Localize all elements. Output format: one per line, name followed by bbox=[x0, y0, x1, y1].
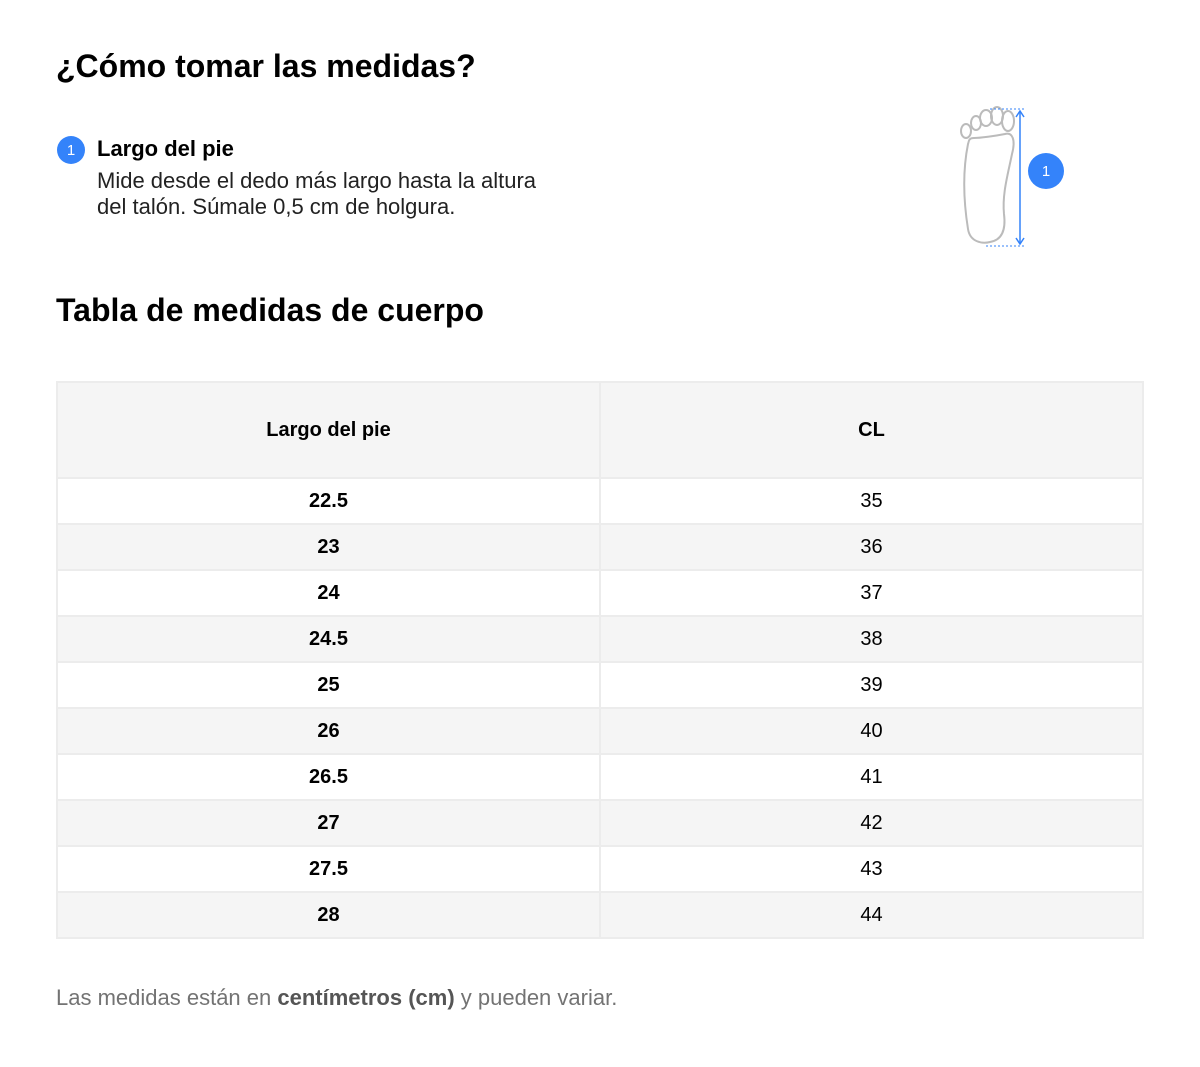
table-row: 24 37 bbox=[56, 569, 1144, 617]
foot-length-cell: 25 bbox=[56, 661, 601, 709]
size-table: Largo del pie CL 22.5 35 23 36 24 37 24.5 38 25 3… bbox=[56, 381, 1144, 939]
table-row: 28 44 bbox=[56, 891, 1144, 939]
size-cell: 40 bbox=[599, 707, 1144, 755]
step-text: Mide desde el dedo más largo hasta la al… bbox=[97, 168, 537, 219]
size-cell: 44 bbox=[599, 891, 1144, 939]
table-title: Tabla de medidas de cuerpo bbox=[56, 292, 484, 328]
foot-length-cell: 26.5 bbox=[56, 753, 601, 801]
table-row: 26.5 41 bbox=[56, 753, 1144, 801]
step-title: Largo del pie bbox=[97, 136, 234, 161]
size-cell: 35 bbox=[599, 477, 1144, 525]
table-body: 22.5 35 23 36 24 37 24.5 38 25 39 26 40 26.5 41 27 42 27… bbox=[56, 477, 1144, 939]
foot-length-cell: 24 bbox=[56, 569, 601, 617]
illustration-badge: 1 bbox=[1028, 153, 1064, 189]
size-cell: 38 bbox=[599, 615, 1144, 663]
foot-length-cell: 27.5 bbox=[56, 845, 601, 893]
foot-length-cell: 28 bbox=[56, 891, 601, 939]
column-header: CL bbox=[599, 381, 1144, 479]
footer-text: Las medidas están en bbox=[56, 985, 278, 1010]
table-row: 25 39 bbox=[56, 661, 1144, 709]
table-row: 24.5 38 bbox=[56, 615, 1144, 663]
table-row: 22.5 35 bbox=[56, 477, 1144, 525]
size-cell: 43 bbox=[599, 845, 1144, 893]
size-cell: 37 bbox=[599, 569, 1144, 617]
header-row: Largo del pie CL bbox=[56, 381, 1144, 479]
table-row: 27.5 43 bbox=[56, 845, 1144, 893]
step-badge: 1 bbox=[57, 136, 85, 164]
table-row: 23 36 bbox=[56, 523, 1144, 571]
foot-length-cell: 24.5 bbox=[56, 615, 601, 663]
size-cell: 42 bbox=[599, 799, 1144, 847]
table-row: 27 42 bbox=[56, 799, 1144, 847]
table-row: 26 40 bbox=[56, 707, 1144, 755]
foot-length-cell: 22.5 bbox=[56, 477, 601, 525]
footer-text: y pueden variar. bbox=[454, 985, 618, 1010]
size-cell: 41 bbox=[599, 753, 1144, 801]
page-title: ¿Cómo tomar las medidas? bbox=[56, 48, 476, 84]
foot-length-cell: 27 bbox=[56, 799, 601, 847]
foot-length-cell: 23 bbox=[56, 523, 601, 571]
size-cell: 39 bbox=[599, 661, 1144, 709]
column-header: Largo del pie bbox=[56, 381, 601, 479]
foot-illustration bbox=[960, 106, 1026, 247]
foot-length-cell: 26 bbox=[56, 707, 601, 755]
footer-bold: centímetros (cm) bbox=[277, 985, 455, 1010]
size-cell: 36 bbox=[599, 523, 1144, 571]
footer-note: Las medidas están en centímetros (cm) y … bbox=[56, 985, 617, 1011]
